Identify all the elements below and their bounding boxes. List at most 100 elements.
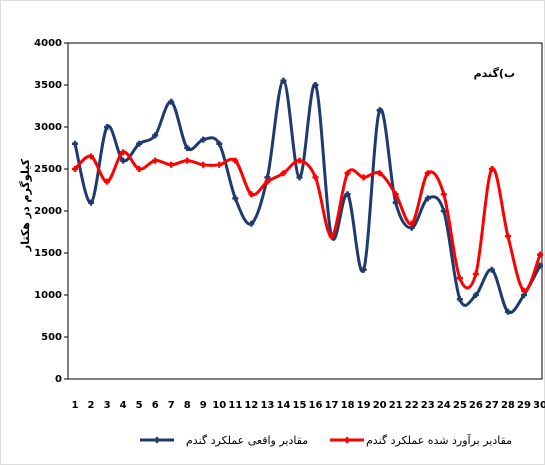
data-point — [200, 161, 207, 168]
x-tick-label: 20 — [373, 400, 387, 411]
data-point — [328, 233, 335, 240]
data-point — [440, 208, 447, 214]
x-tick-label: 9 — [200, 400, 207, 411]
data-point — [72, 140, 78, 147]
x-tick-label: 27 — [485, 400, 499, 411]
data-point — [520, 287, 527, 294]
data-point — [200, 136, 207, 143]
data-point — [344, 191, 351, 198]
data-point — [296, 157, 303, 164]
x-tick-label: 23 — [421, 400, 435, 411]
data-point — [184, 157, 191, 164]
data-point — [424, 170, 431, 177]
data-point — [488, 266, 495, 273]
data-point — [232, 195, 239, 202]
data-point — [120, 157, 127, 164]
data-point — [216, 161, 223, 168]
data-point — [280, 170, 287, 177]
data-point — [344, 170, 351, 177]
data-point — [504, 233, 511, 240]
data-point — [424, 195, 431, 202]
data-point — [312, 82, 319, 88]
data-point — [136, 166, 143, 172]
data-point — [264, 178, 271, 185]
y-tick-label: 2500 — [34, 164, 62, 175]
x-tick-label: 13 — [260, 400, 274, 411]
x-tick-label: 4 — [120, 400, 127, 411]
y-tick-label: 1000 — [34, 290, 62, 301]
data-point — [472, 292, 479, 298]
data-point — [168, 98, 175, 105]
data-point — [456, 296, 463, 303]
x-tick-label: 2 — [88, 400, 95, 411]
data-point — [408, 220, 415, 227]
x-tick-label: 1 — [72, 400, 79, 411]
data-point — [88, 153, 95, 160]
x-tick-label: 26 — [469, 400, 483, 411]
data-point — [120, 149, 127, 156]
x-tick-label: 21 — [389, 400, 403, 411]
x-tick-label: 3 — [104, 400, 111, 411]
x-tick-label: 24 — [437, 400, 451, 411]
y-axis-label: کیلوگرم در هکتار — [19, 158, 32, 252]
data-point — [136, 140, 143, 147]
data-point — [88, 199, 95, 206]
x-tick-label: 12 — [244, 400, 258, 411]
x-tick-label: 18 — [341, 400, 355, 411]
data-point — [360, 174, 367, 181]
legend-marker — [344, 437, 350, 443]
data-point — [152, 132, 159, 139]
data-point — [280, 77, 287, 84]
y-tick-label: 4000 — [34, 38, 62, 49]
x-tick-label: 25 — [453, 400, 467, 411]
data-point — [537, 251, 543, 258]
data-point — [376, 170, 383, 177]
data-point — [392, 191, 399, 198]
y-tick-label: 500 — [41, 332, 62, 343]
data-point — [440, 191, 447, 198]
data-point — [312, 174, 319, 181]
data-point — [104, 124, 111, 130]
x-tick-label: 22 — [405, 400, 419, 411]
y-tick-label: 0 — [55, 374, 62, 385]
x-tick-label: 8 — [184, 400, 191, 411]
data-point — [296, 174, 303, 181]
data-point — [248, 191, 255, 198]
data-point — [392, 199, 399, 206]
data-point — [488, 166, 495, 172]
legend-label: مقادیر برآورد شده عملکرد گندم — [366, 433, 512, 447]
data-point — [456, 275, 463, 282]
data-point — [72, 166, 78, 172]
x-tick-label: 28 — [501, 400, 515, 411]
x-tick-label: 5 — [136, 400, 143, 411]
data-point — [104, 178, 111, 185]
legend-marker — [154, 437, 160, 443]
data-point — [376, 107, 383, 114]
x-tick-label: 16 — [309, 400, 323, 411]
x-tick-label: 15 — [293, 400, 307, 411]
x-tick-label: 14 — [276, 400, 290, 411]
x-tick-label: 11 — [228, 400, 242, 411]
x-tick-label: 19 — [357, 400, 371, 411]
annotation: ب)گندم — [474, 67, 515, 80]
data-point — [184, 145, 191, 151]
data-point — [537, 262, 543, 269]
x-tick-label: 29 — [517, 400, 531, 411]
data-point — [168, 161, 175, 168]
data-point — [248, 220, 255, 227]
data-point — [152, 157, 159, 164]
x-tick-label: 10 — [212, 400, 226, 411]
data-point — [232, 157, 239, 164]
legend-label: مقادیر واقعی عملکرد گندم — [186, 434, 308, 447]
data-point — [360, 266, 367, 273]
x-tick-label: 30 — [533, 400, 545, 411]
data-point — [216, 140, 223, 147]
y-tick-label: 3500 — [34, 80, 62, 91]
x-tick-label: 17 — [325, 400, 339, 411]
data-point — [472, 271, 479, 277]
y-tick-label: 2000 — [34, 206, 62, 217]
x-tick-label: 7 — [168, 400, 175, 411]
y-tick-label: 3000 — [34, 122, 62, 133]
